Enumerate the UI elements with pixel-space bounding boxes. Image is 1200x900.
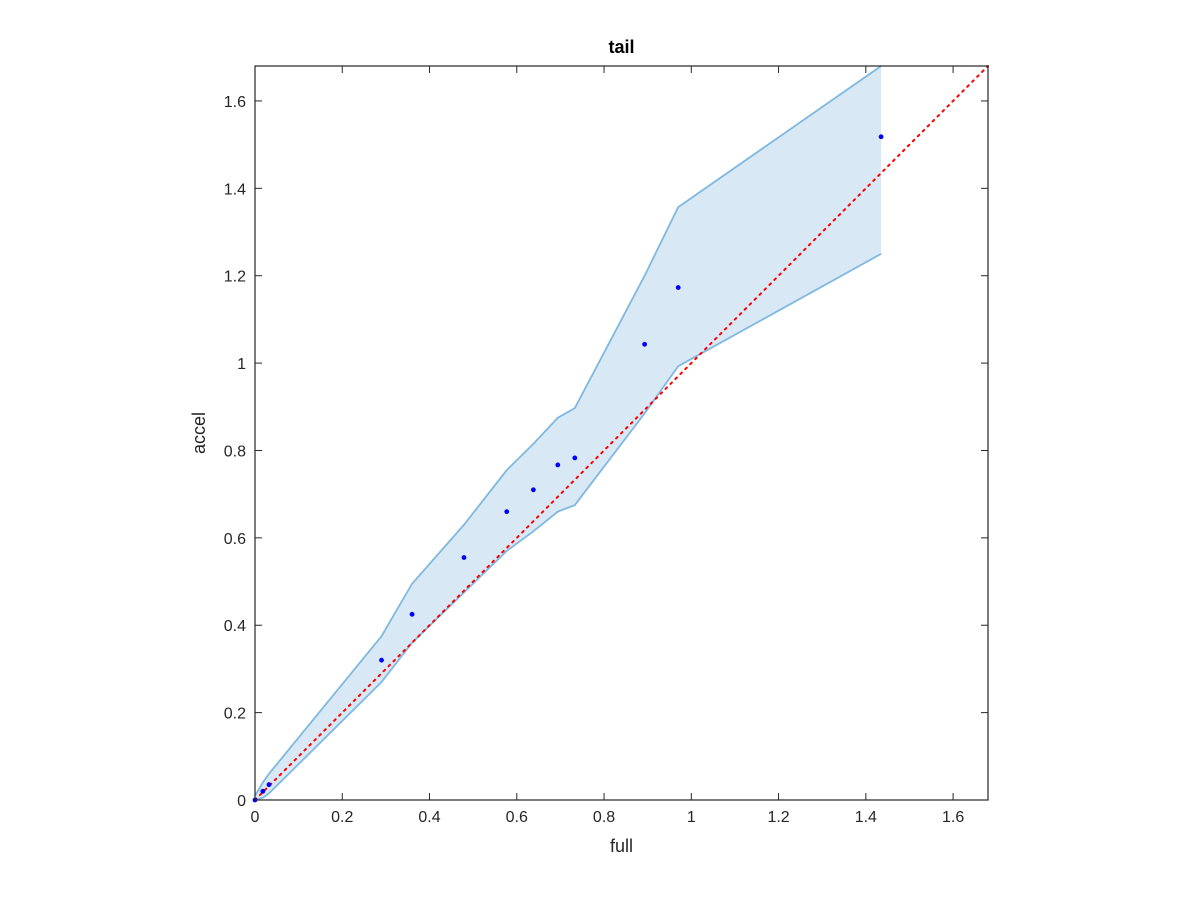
x-axis-label: full <box>610 836 633 856</box>
y-tick-label: 0.4 <box>224 618 246 635</box>
data-point <box>572 455 578 461</box>
data-point <box>642 341 648 347</box>
x-tick-label: 0.2 <box>331 809 353 826</box>
x-tick-label: 1 <box>687 809 696 826</box>
x-tick-label: 0.4 <box>418 809 440 826</box>
data-point <box>504 509 510 515</box>
x-tick-label: 1.4 <box>855 809 877 826</box>
band-upper-line <box>254 65 882 797</box>
axes-box <box>254 65 989 801</box>
x-tick-label: 0.8 <box>593 809 615 826</box>
y-tick-label: 0 <box>237 793 246 810</box>
data-point <box>878 134 884 140</box>
data-point-layer <box>252 134 884 803</box>
y-tick-label: 1.2 <box>224 269 246 286</box>
x-tick-label: 0 <box>251 809 260 826</box>
data-point <box>260 788 266 794</box>
y-tick-label: 0.8 <box>224 443 246 460</box>
chart-title: tail <box>608 37 634 57</box>
y-axis-label: accel <box>189 412 209 454</box>
data-point <box>530 487 536 493</box>
data-point <box>461 555 467 560</box>
y-tick-label: 1.4 <box>224 181 246 198</box>
reference-line <box>254 65 989 801</box>
data-point <box>379 657 384 663</box>
x-tick-label: 1.6 <box>942 809 964 826</box>
data-point <box>555 462 561 468</box>
y-tick-label: 1.6 <box>224 94 246 111</box>
data-point <box>266 782 272 788</box>
reference-line-layer <box>254 65 989 801</box>
x-tick-label: 1.2 <box>767 809 789 826</box>
data-point <box>409 611 415 617</box>
x-tick-label: 0.6 <box>506 809 528 826</box>
tick-layer: 0 0.2 0.4 0.6 0.8 1 1.2 1.4 1.6 0 0.2 0.4 0.6 0.8 1 1.2… <box>224 66 988 826</box>
data-point <box>675 285 681 290</box>
y-tick-label: 0.2 <box>224 706 246 723</box>
y-tick-label: 1 <box>237 356 246 373</box>
band-lower-line <box>254 253 882 801</box>
y-tick-label: 0.6 <box>224 531 246 548</box>
